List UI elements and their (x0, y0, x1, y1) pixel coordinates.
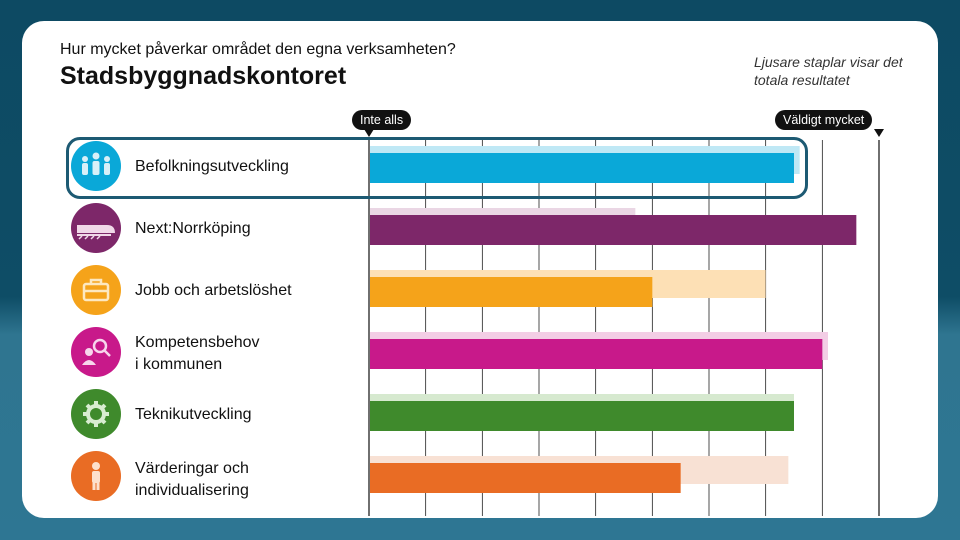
person-search-icon (71, 327, 121, 377)
category-label: Värderingar och individualisering (135, 460, 249, 499)
people-icon (71, 141, 121, 191)
train-icon (71, 203, 121, 253)
category-label: Jobb och arbetslöshet (135, 282, 292, 299)
bar-office (370, 463, 681, 493)
chart-card (22, 21, 938, 518)
category-label: Teknikutveckling (135, 406, 252, 423)
bar-office (370, 277, 653, 307)
person-icon (71, 451, 121, 501)
scale-min-label: Inte alls (352, 110, 412, 137)
bar-office (370, 401, 794, 431)
chart-subtitle: Hur mycket påverkar området den egna ver… (60, 41, 456, 58)
chart-title: Stadsbyggnadskontoret (60, 62, 347, 90)
highlight-frame (66, 137, 808, 199)
scale-max-label: Väldigt mycket (775, 110, 885, 137)
category-label: Befolkningsutveckling (135, 158, 289, 175)
legend-note: Ljusare staplar visar det totala resulta… (754, 54, 903, 88)
bar-office (370, 339, 823, 369)
category-label: Kompetensbehov i kommunen (135, 334, 260, 373)
gear-icon (71, 389, 121, 439)
bar-office (370, 215, 857, 245)
briefcase-icon (71, 265, 121, 315)
bar-office (370, 153, 794, 183)
category-label: Next:Norrköping (135, 220, 251, 237)
